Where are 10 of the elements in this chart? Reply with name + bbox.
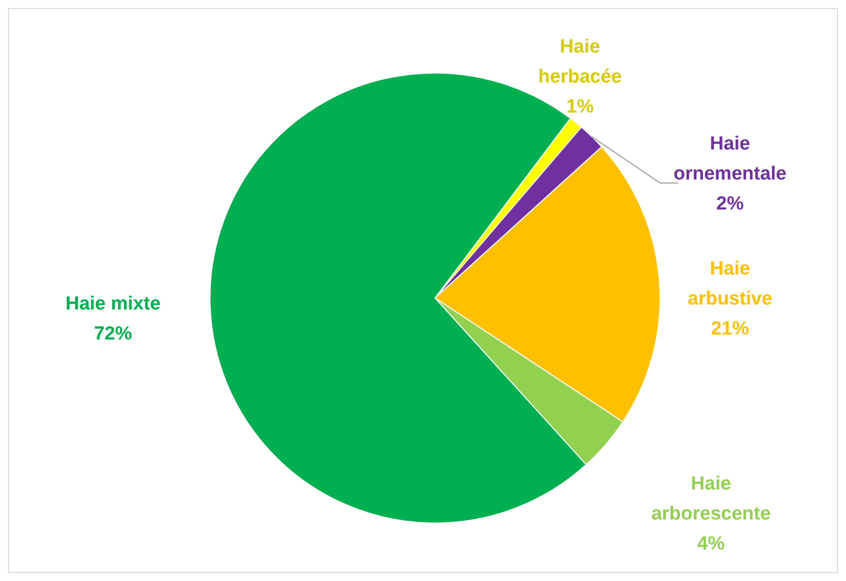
- data-label: 1%: [566, 96, 594, 118]
- data-label: 72%: [94, 324, 132, 345]
- slice-label: Haie arbustive: [688, 258, 772, 310]
- data-label: 2%: [716, 194, 744, 215]
- data-label: 21%: [710, 318, 750, 340]
- slice-label: Haie arborescente: [651, 474, 771, 525]
- slice-label: Haie mixte: [65, 294, 161, 315]
- slice-label: Haie ornementale: [674, 134, 786, 185]
- data-label: 4%: [697, 534, 725, 555]
- slice-label: Haie herbacée: [538, 36, 622, 88]
